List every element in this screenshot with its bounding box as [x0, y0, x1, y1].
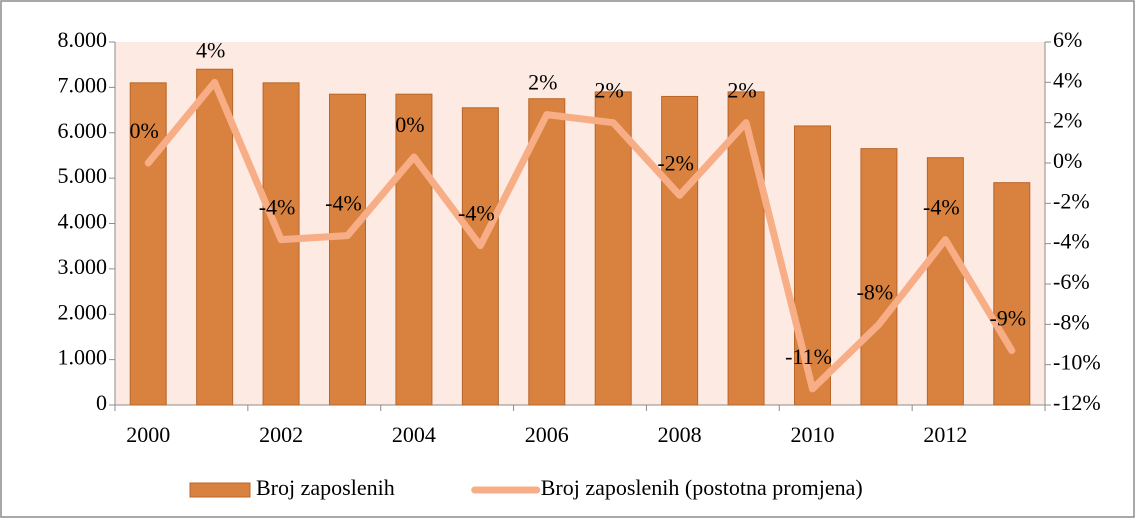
x-tick-label: 2002 — [259, 422, 303, 447]
y2-tick-label: -8% — [1053, 309, 1090, 334]
bar — [129, 82, 167, 406]
y-tick-label: 4.000 — [58, 209, 108, 234]
x-tick-label: 2010 — [791, 422, 835, 447]
y-tick-label: 7.000 — [58, 72, 108, 97]
bar — [794, 125, 831, 406]
y-tick-label: 0 — [96, 390, 107, 415]
y-tick-label: 6.000 — [58, 118, 108, 143]
bar — [993, 182, 1031, 406]
data-label: -4% — [325, 191, 362, 216]
y2-tick-label: 0% — [1053, 148, 1082, 173]
bar — [594, 91, 632, 406]
y2-tick-label: -4% — [1053, 229, 1090, 254]
x-tick-label: 2000 — [126, 422, 170, 447]
legend-swatch — [189, 482, 251, 498]
data-label: 2% — [595, 78, 624, 103]
y2-tick-label: -10% — [1053, 350, 1101, 375]
y2-tick-label: 6% — [1053, 27, 1082, 52]
legend-label: Broj zaposlenih — [256, 475, 395, 500]
bar — [860, 148, 898, 406]
bar — [528, 98, 566, 406]
bar — [196, 68, 234, 406]
bar — [395, 93, 433, 406]
bar — [262, 82, 300, 406]
data-label: 0% — [130, 118, 159, 143]
x-tick-label: 2004 — [392, 422, 436, 447]
data-label: 4% — [196, 37, 225, 62]
data-label: -4% — [259, 195, 296, 220]
bar — [661, 95, 699, 406]
data-label: -2% — [657, 150, 694, 175]
line — [144, 78, 1016, 393]
plot-area — [115, 42, 1045, 405]
x-tick-label: 2008 — [658, 422, 702, 447]
y-tick-label: 8.000 — [58, 27, 108, 52]
bar — [461, 107, 499, 406]
y2-tick-label: -12% — [1053, 390, 1101, 415]
bar — [926, 157, 964, 406]
data-label: 0% — [395, 112, 424, 137]
y2-tick-label: -2% — [1053, 188, 1090, 213]
y-tick-label: 5.000 — [58, 163, 108, 188]
legend-label: Broj zaposlenih (postotna promjena) — [541, 475, 863, 500]
data-label: -9% — [989, 306, 1026, 331]
bar — [329, 93, 366, 406]
y2-tick-label: 4% — [1053, 67, 1082, 92]
data-label: 2% — [528, 70, 557, 95]
data-label: -4% — [458, 201, 495, 226]
data-label: 2% — [727, 78, 756, 103]
y2-tick-label: 2% — [1053, 108, 1082, 133]
x-tick-label: 2012 — [923, 422, 967, 447]
data-label: -11% — [785, 344, 832, 369]
data-label: -8% — [857, 279, 894, 304]
data-label: -4% — [923, 195, 960, 220]
x-tick-label: 2006 — [525, 422, 569, 447]
y2-tick-label: -6% — [1053, 269, 1090, 294]
y-tick-label: 1.000 — [58, 345, 108, 370]
bar — [727, 91, 765, 406]
y-tick-label: 3.000 — [58, 254, 108, 279]
y-tick-label: 2.000 — [58, 299, 108, 324]
